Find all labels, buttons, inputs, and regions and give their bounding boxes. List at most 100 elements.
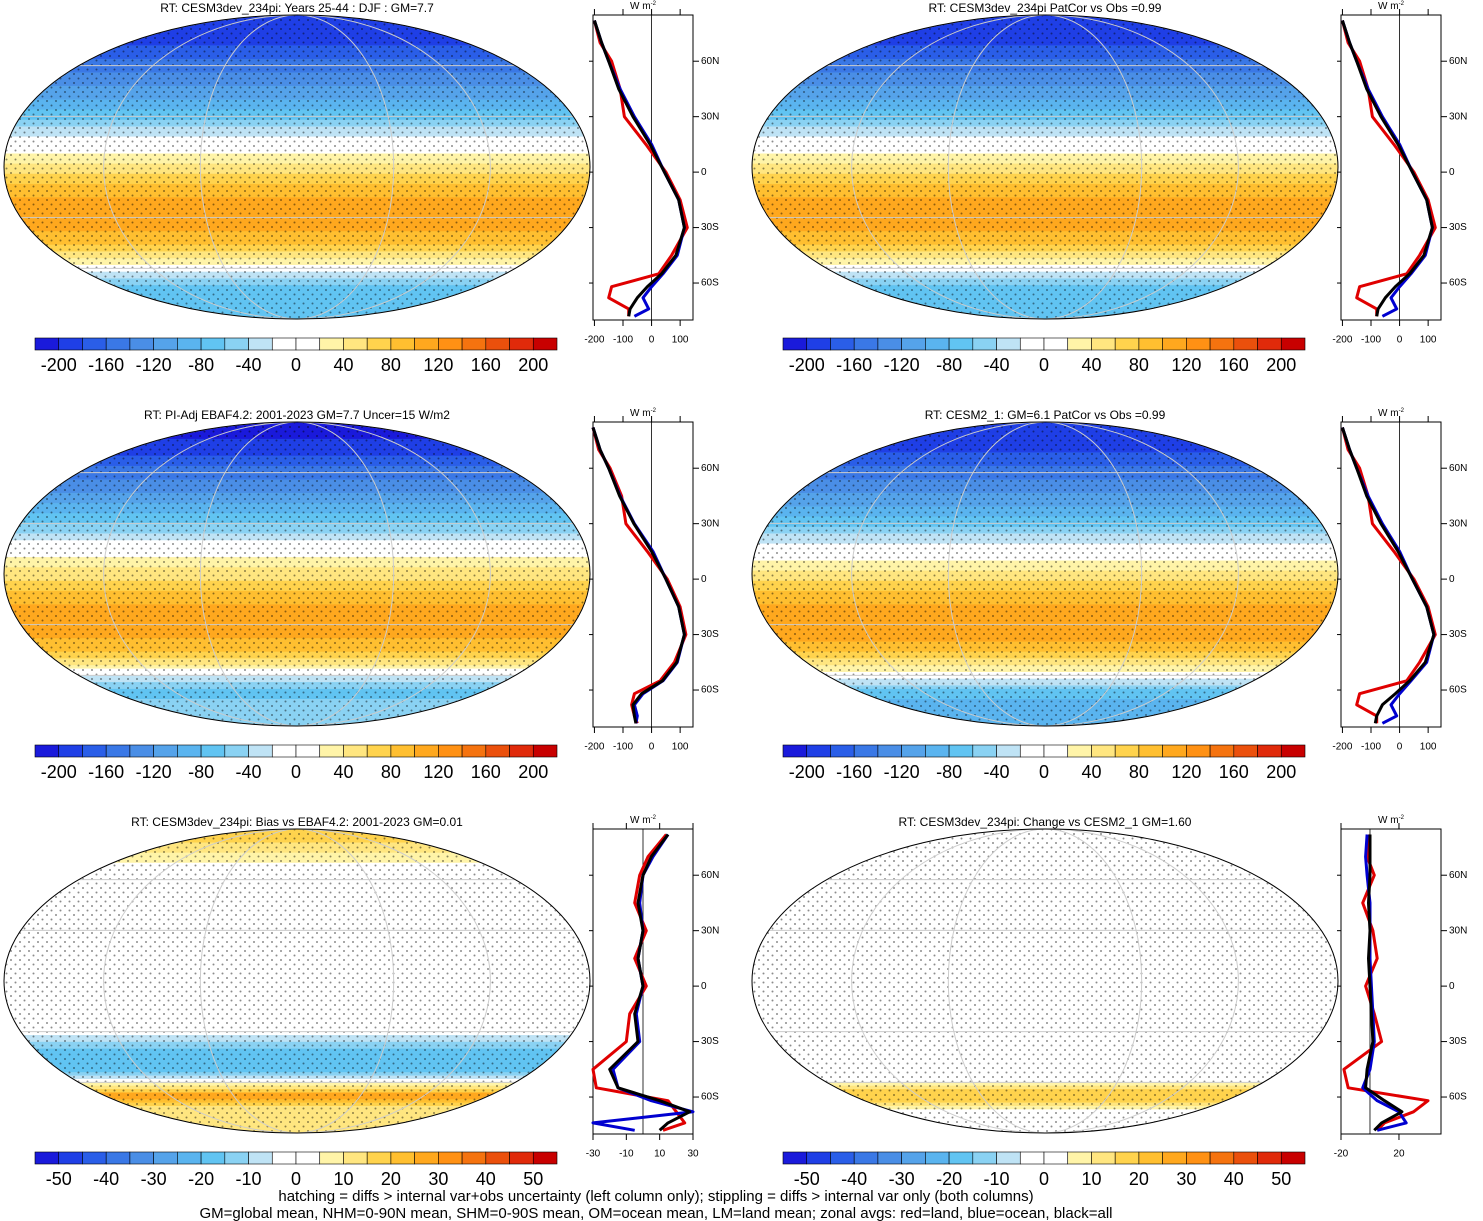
graticule [851,422,1239,726]
zonal-line [1364,834,1404,1132]
colorbar-box [853,337,879,351]
colorbar-label: -200 [41,762,77,782]
colorbar-label: 80 [381,355,401,375]
colorbar-box [1162,1151,1187,1165]
x-tick-label: 20 [1393,1149,1405,1160]
map-outline [3,828,591,1134]
colorbar-box [782,337,808,351]
y-tick-label: 30S [701,629,719,640]
colorbar-label: -40 [93,1169,119,1189]
colorbar-box [58,744,83,758]
colorbar-label: 160 [1219,762,1249,782]
colorbar-box [438,744,463,758]
colorbar-box [58,1151,83,1165]
colorbar-label: -40 [236,355,262,375]
footer-line: hatching = diffs > internal var+obs unce… [278,1188,1033,1205]
unit-exponent: -2 [651,408,657,414]
colorbar-label: -200 [789,355,825,375]
colorbar-label: 40 [1224,1169,1244,1189]
y-tick-label: 60S [1449,1092,1467,1103]
colorbar-box [1186,744,1211,758]
zonal-line [592,20,686,318]
panel-title: RT: CESM3dev_234pi PatCor vs Obs =0.99 [929,1,1162,15]
colorbar-box [105,744,131,758]
colorbar-box [271,744,297,758]
graticule [947,422,1143,726]
colorbar-label: 40 [333,762,353,782]
colorbar-label: -200 [789,762,825,782]
colorbar-label: 160 [1219,355,1249,375]
panel-title: RT: CESM3dev_234pi: Years 25-44 : DJF : … [160,1,434,15]
map [4,829,590,1133]
colorbar-box [224,744,249,758]
colorbar-box [153,1151,178,1165]
panel: RT: CESM2_1: GM=6.1 PatCor vs Obs =0.99 -… [751,408,1467,782]
zonal-line [1340,20,1434,318]
x-tick-label: 100 [1420,742,1437,753]
colorbar-label: -10 [984,1169,1010,1189]
colorbar-box [1019,1151,1045,1165]
unit-label: W m-2 [1378,815,1405,826]
colorbar-box [153,744,178,758]
y-tick-label: 0 [1449,167,1455,178]
colorbar-box [200,1151,226,1165]
colorbar-box [532,1151,558,1165]
colorbar-box [295,1151,321,1165]
colorbar-label: 120 [423,762,453,782]
y-tick-label: 30N [701,925,719,936]
colorbar-box [877,1151,902,1165]
panel: RT: CESM3dev_234pi: Change vs CESM2_1 GM… [751,815,1467,1189]
colorbar-box [1280,744,1306,758]
colorbar-box [177,744,202,758]
y-tick-label: 60S [701,1092,719,1103]
colorbar-box [248,744,273,758]
colorbar-box [129,744,154,758]
x-tick-label: 10 [654,1149,666,1160]
colorbar-box [532,337,558,351]
x-tick-label: 30 [687,1149,699,1160]
x-tick-label: 0 [649,742,655,753]
colorbar-box [390,337,415,351]
colorbar-label: 40 [1081,355,1101,375]
colorbar-box [996,337,1021,351]
colorbar-box [438,1151,463,1165]
colorbar-label: -30 [141,1169,167,1189]
colorbar-box [366,1151,392,1165]
colorbar-box [438,337,463,351]
colorbar-box [58,337,83,351]
colorbar-box [1257,744,1282,758]
colorbar-box [1091,337,1116,351]
colorbar-box [34,337,60,351]
y-tick-label: 60N [701,463,719,474]
colorbar-box [782,1151,808,1165]
graticule [947,829,1143,1133]
y-tick-label: 30N [701,518,719,529]
unit-label: W m-2 [1378,408,1405,419]
y-tick-label: 60N [1449,870,1467,881]
colorbar-label: -120 [884,355,920,375]
colorbar-box [1019,337,1045,351]
colorbar-box [1233,744,1258,758]
y-tick-label: 0 [1449,981,1455,992]
colorbar-label: 0 [291,762,301,782]
graticule [851,15,1239,319]
colorbar-box [925,1151,950,1165]
colorbar-label: 160 [471,762,501,782]
zonal-line [1340,427,1436,724]
zonal-line [1340,427,1436,725]
colorbar-box [200,744,226,758]
y-tick-label: 30N [701,111,719,122]
colorbar-label: 160 [471,355,501,375]
zonal-line [592,20,686,317]
colorbar-box [925,337,950,351]
colorbar-box [105,337,131,351]
colorbar-box [271,337,297,351]
zonal-line [592,20,689,317]
colorbar-box [34,744,60,758]
stippling [752,15,1338,319]
colorbar-box [509,337,534,351]
colorbar-label: -80 [936,355,962,375]
x-tick-label: -200 [584,742,604,753]
colorbar-label: -160 [88,355,124,375]
